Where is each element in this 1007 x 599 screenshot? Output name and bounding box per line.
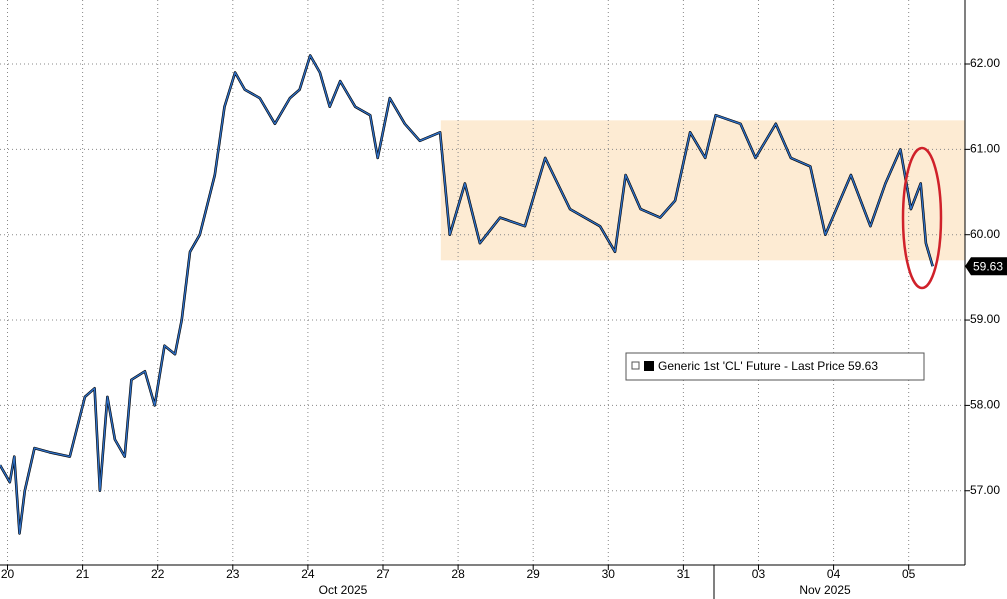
highlight-layer	[440, 120, 965, 261]
y-tick-label: 58.00	[970, 398, 1000, 412]
highlight-box	[440, 120, 965, 261]
x-tick-label: 31	[677, 567, 691, 581]
x-tick-label: 23	[226, 567, 240, 581]
plot-layer	[0, 54, 934, 535]
month-label: Oct 2025	[319, 583, 368, 597]
y-tick-label: 57.00	[970, 483, 1000, 497]
price-line	[0, 54, 934, 535]
last-price-tag: 59.63	[965, 257, 1007, 276]
y-tick-label: 61.00	[970, 142, 1000, 156]
legend: Generic 1st 'CL' Future - Last Price 59.…	[625, 352, 925, 381]
x-tick-label: 30	[602, 567, 616, 581]
legend-toggle	[631, 361, 640, 370]
x-tick-label: 24	[301, 567, 315, 581]
y-tick-label: 62.00	[970, 56, 1000, 70]
x-tick-label: 22	[151, 567, 165, 581]
y-tick-label: 59.00	[970, 312, 1000, 326]
legend-label: Generic 1st 'CL' Future - Last Price	[658, 359, 845, 373]
y-tick-label: 60.00	[970, 227, 1000, 241]
x-tick-label: 29	[527, 567, 541, 581]
legend-swatch	[644, 361, 654, 371]
x-tick-label: 05	[902, 567, 916, 581]
x-tick-label: 27	[376, 567, 390, 581]
month-label: Nov 2025	[799, 583, 851, 597]
legend-box	[625, 352, 925, 381]
x-tick-label: 20	[1, 567, 15, 581]
annotation-ellipse	[901, 146, 943, 290]
last-price-label: 59.63	[973, 259, 1003, 273]
x-tick-label: 28	[451, 567, 465, 581]
grid-layer	[0, 0, 970, 570]
legend-text: Generic 1st 'CL' Future - Last Price 59.…	[658, 359, 878, 373]
x-tick-label: 03	[752, 567, 766, 581]
x-tick-label: 21	[76, 567, 90, 581]
x-tick-label: 04	[827, 567, 841, 581]
legend-value: 59.63	[848, 359, 878, 373]
last-price-marker	[965, 257, 1007, 276]
